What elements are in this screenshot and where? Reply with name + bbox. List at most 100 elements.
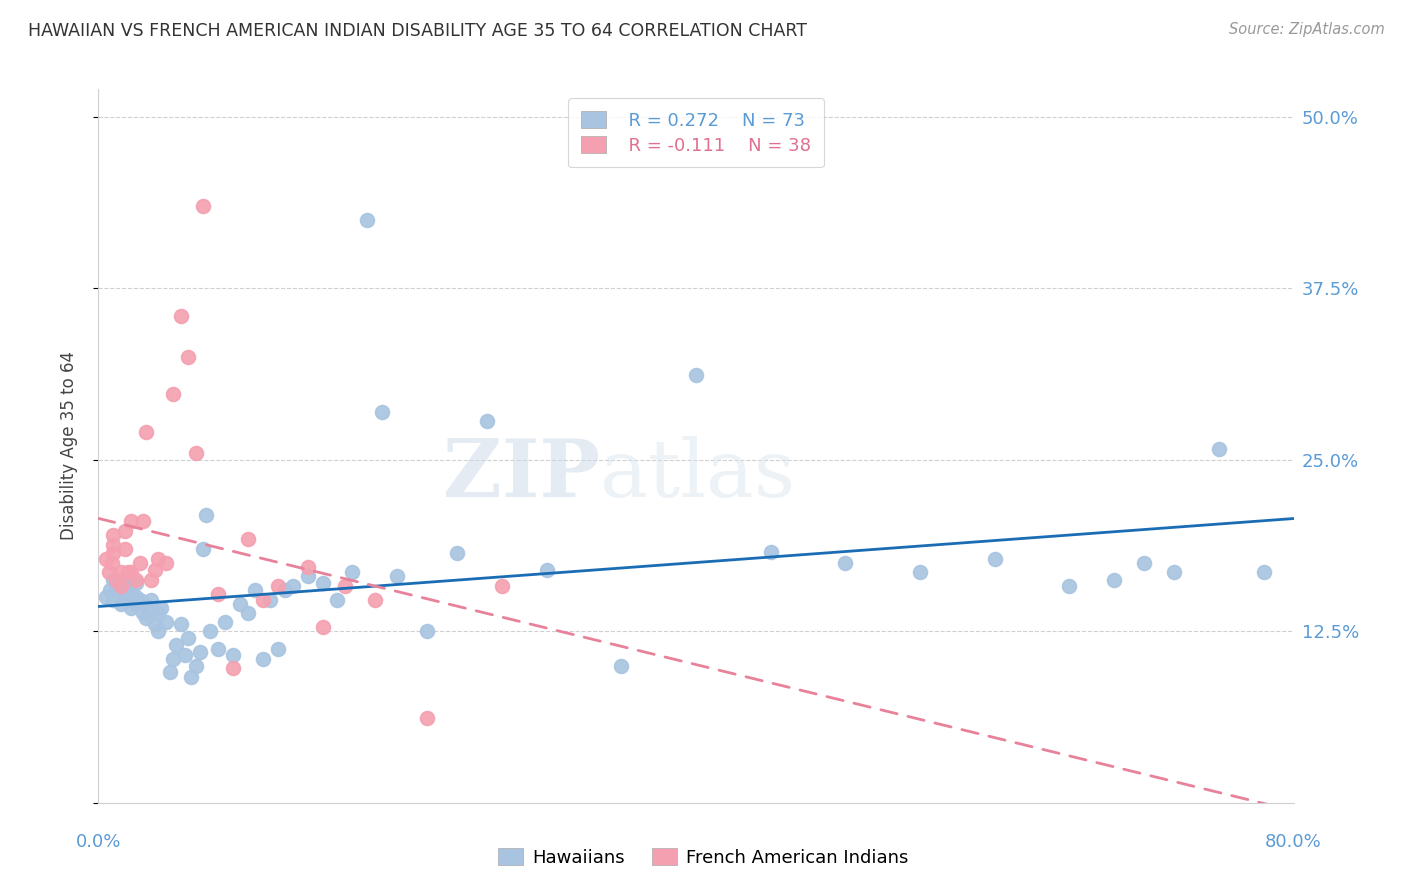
Point [110,566,132,580]
Point [333,579,356,593]
Text: 80.0%: 80.0% [1265,833,1322,851]
Point [214,615,236,629]
Point [117,592,139,607]
Point [311,620,333,634]
Point [177,631,200,645]
Point [274,583,297,598]
Point [1208,442,1230,456]
Point [252,592,274,607]
Point [222,648,245,662]
Text: atlas: atlas [600,435,796,514]
Point [162,651,184,665]
Point [191,199,214,213]
Point [180,669,202,683]
Point [98,583,122,598]
Point [143,617,166,632]
Point [984,551,1007,566]
Point [125,574,148,588]
Text: Source: ZipAtlas.com: Source: ZipAtlas.com [1229,22,1385,37]
Point [184,446,207,460]
Point [110,597,132,611]
Point [169,617,191,632]
Point [103,528,125,542]
Text: 0.0%: 0.0% [76,833,121,851]
Point [114,579,136,593]
Point [117,566,139,580]
Point [229,597,252,611]
Point [371,405,394,419]
Point [236,607,259,621]
Point [165,638,187,652]
Point [132,607,155,621]
Point [120,601,142,615]
Legend: Hawaiians, French American Indians: Hawaiians, French American Indians [491,841,915,874]
Point [120,587,142,601]
Point [139,604,162,618]
Point [97,566,120,580]
Point [475,414,498,428]
Point [155,556,177,570]
Point [110,576,132,591]
Point [342,566,364,580]
Point [311,576,333,591]
Point [195,508,218,522]
Point [207,642,229,657]
Point [236,533,259,547]
Point [129,556,152,570]
Point [125,590,148,604]
Point [1163,566,1185,580]
Y-axis label: Disability Age 35 to 64: Disability Age 35 to 64 [59,351,77,541]
Point [834,556,856,570]
Point [184,658,207,673]
Point [267,579,290,593]
Point [155,615,177,629]
Point [148,551,170,566]
Point [105,574,128,588]
Point [297,569,319,583]
Point [1059,579,1081,593]
Point [135,610,157,624]
Point [267,642,290,657]
Point [297,559,319,574]
Point [416,711,439,725]
Point [94,590,117,604]
Point [148,624,170,639]
Point [125,597,148,611]
Point [135,425,157,440]
Point [103,574,125,588]
Point [491,579,513,593]
Point [114,541,136,556]
Point [191,541,214,556]
Point [364,592,387,607]
Point [129,592,152,607]
Point [200,624,222,639]
Point [222,661,245,675]
Point [94,551,117,566]
Legend:   R = 0.272    N = 73,   R = -0.111    N = 38: R = 0.272 N = 73, R = -0.111 N = 38 [568,98,824,168]
Point [120,566,142,580]
Point [1133,556,1156,570]
Point [150,601,173,615]
Point [103,538,125,552]
Point [908,566,931,580]
Point [356,212,378,227]
Point [1104,574,1126,588]
Point [207,587,229,601]
Point [159,665,181,680]
Point [103,592,125,607]
Point [120,515,142,529]
Point [103,546,125,560]
Point [132,597,155,611]
Point [1253,566,1275,580]
Point [143,562,166,576]
Point [139,592,162,607]
Point [326,592,349,607]
Point [148,607,170,621]
Point [162,387,184,401]
Point [139,574,162,588]
Point [177,350,200,364]
Point [281,579,304,593]
Text: HAWAIIAN VS FRENCH AMERICAN INDIAN DISABILITY AGE 35 TO 64 CORRELATION CHART: HAWAIIAN VS FRENCH AMERICAN INDIAN DISAB… [28,22,807,40]
Point [132,515,155,529]
Point [117,583,139,598]
